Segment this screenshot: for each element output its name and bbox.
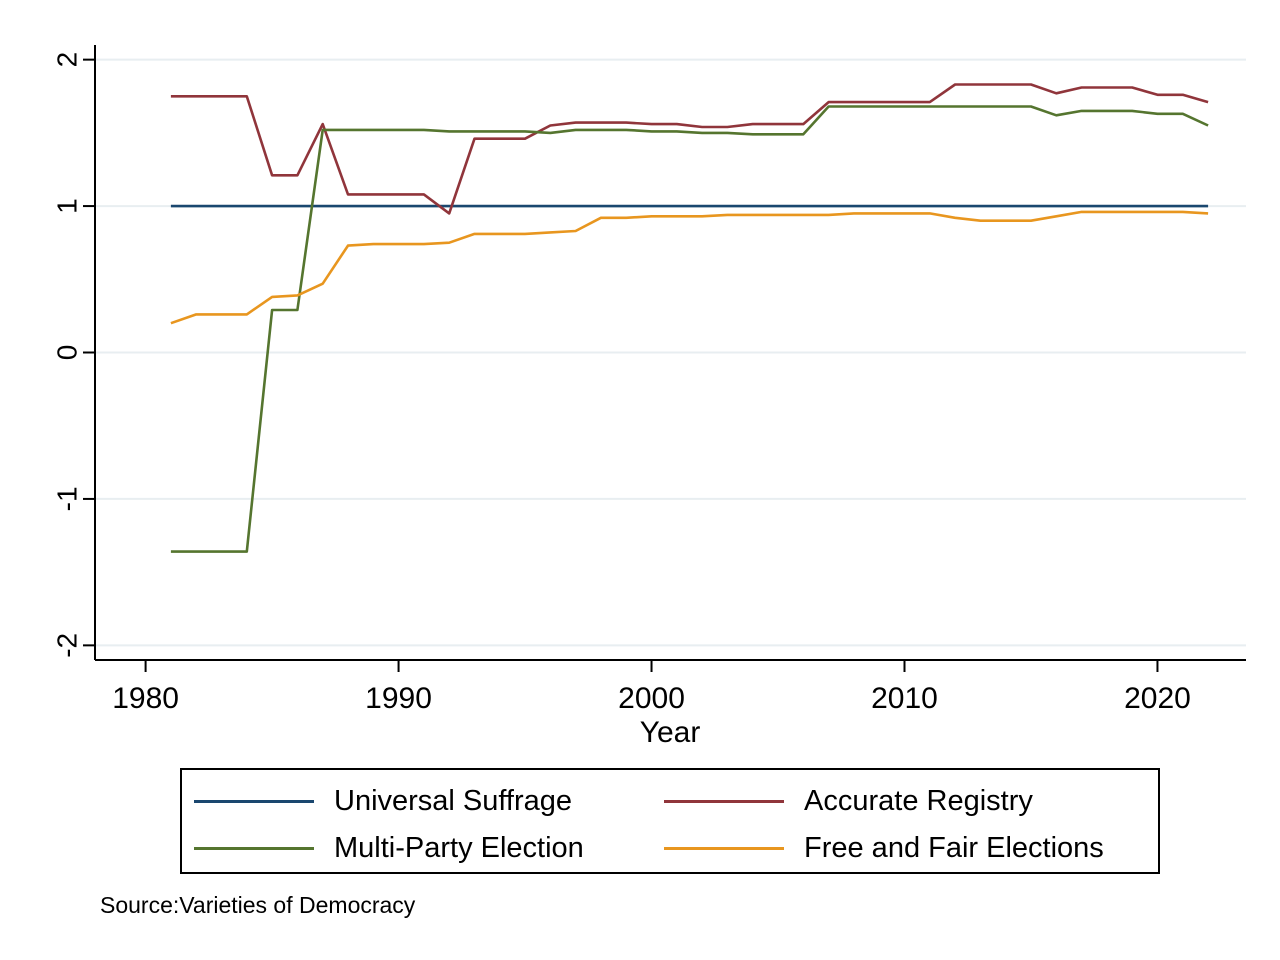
legend-item-multi-party-election: Multi-Party Election xyxy=(194,830,584,866)
legend-swatch xyxy=(664,846,784,850)
series-line-accurate-registry xyxy=(170,83,1209,215)
legend-swatch xyxy=(194,799,314,803)
source-note: Source:Varieties of Democracy xyxy=(100,892,416,918)
y-tick-label: 2 xyxy=(52,52,83,68)
legend-item-universal-suffrage: Universal Suffrage xyxy=(194,783,572,819)
x-tick-label: 2000 xyxy=(618,682,685,715)
legend-item-accurate-registry: Accurate Registry xyxy=(664,783,1033,819)
axes: -2 -1 0 1 2 1980 1990 2000 2010 2020 xyxy=(52,45,1246,715)
y-tick-label: -2 xyxy=(52,633,83,658)
legend-label: Multi-Party Election xyxy=(334,831,584,864)
x-tick-label: 1980 xyxy=(112,682,179,715)
legend-label: Accurate Registry xyxy=(804,784,1033,817)
legend-swatch xyxy=(664,799,784,803)
y-tick-label: 0 xyxy=(52,345,83,361)
legend-item-free-and-fair-elections: Free and Fair Elections xyxy=(664,830,1104,866)
y-tick-label: -1 xyxy=(52,486,83,511)
x-tick-label: 2020 xyxy=(1124,682,1191,715)
x-tick-label: 2010 xyxy=(871,682,938,715)
x-tick-label: 1990 xyxy=(365,682,432,715)
legend-label: Free and Fair Elections xyxy=(804,831,1104,864)
legend-swatch xyxy=(194,846,314,850)
series-line-multi-party-election xyxy=(170,105,1209,553)
legend: Universal Suffrage Accurate Registry Mul… xyxy=(180,768,1160,874)
series-lines xyxy=(170,83,1209,553)
series-line-free-and-fair-elections xyxy=(170,210,1209,325)
legend-label: Universal Suffrage xyxy=(334,784,573,817)
y-tick-label: 1 xyxy=(52,198,83,214)
x-axis-title: Year xyxy=(640,716,701,749)
